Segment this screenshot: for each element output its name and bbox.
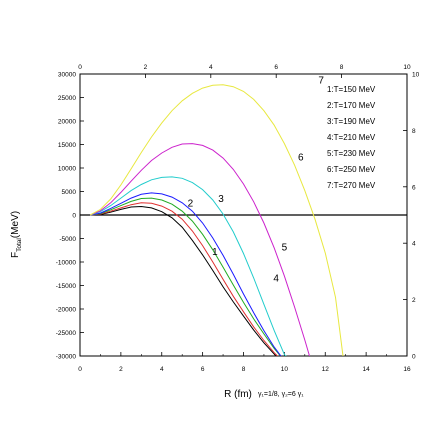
- x-tick-label: 0: [78, 366, 82, 373]
- series-curve-label-6: 6: [298, 152, 304, 163]
- y-axis-title: FTotal(MeV): [10, 211, 23, 258]
- series-curve-label-3: 3: [218, 194, 224, 205]
- top-x-tick-label: 2: [144, 64, 148, 71]
- right-y-tick-label: 2: [412, 297, 416, 304]
- y-tick-label: 15000: [58, 142, 76, 149]
- series-line-6: [90, 143, 311, 356]
- y-tick-label: 25000: [58, 95, 76, 102]
- legend-entry-5: 5:T=230 MeV: [327, 149, 376, 158]
- y-tick-label: -15000: [56, 283, 77, 290]
- y-axis-title-unit: (MeV): [10, 211, 21, 238]
- y-axis-title-sub: Total: [16, 238, 23, 252]
- x-axis-title: R (fm): [224, 389, 252, 400]
- x-tick-label: 10: [281, 366, 289, 373]
- x-tick-label: 6: [201, 366, 205, 373]
- series-line-1: [90, 205, 277, 356]
- params-note: γ₁=1/8, γ₂=6 γ₁: [258, 391, 304, 398]
- x-tick-label: 8: [242, 366, 246, 373]
- y-tick-label: 20000: [58, 119, 76, 126]
- legend-entry-3: 3:T=190 MeV: [327, 117, 376, 126]
- series-curve-label-5: 5: [282, 242, 288, 253]
- x-tick-label: 14: [363, 366, 371, 373]
- right-y-tick-label: 0: [412, 354, 416, 361]
- legend: 1:T=150 MeV 2:T=170 MeV 3:T=190 MeV 4:T=210…: [327, 85, 376, 190]
- series-curve-label-4: 4: [273, 274, 279, 285]
- x-axis-title-group: R (fm) γ₁=1/8, γ₂=6 γ₁: [224, 389, 304, 400]
- y-tick-label: 10000: [58, 166, 76, 173]
- legend-entry-4: 4:T=210 MeV: [327, 133, 376, 142]
- y-tick-label: -20000: [56, 307, 77, 314]
- y-tick-label: -25000: [56, 330, 77, 337]
- y-tick-label: -30000: [56, 354, 77, 361]
- x-tick-label: 2: [119, 366, 123, 373]
- y-tick-label: -5000: [59, 236, 76, 243]
- legend-entry-2: 2:T=170 MeV: [327, 101, 376, 110]
- x-tick-label: 16: [403, 366, 411, 373]
- top-x-tick-label: 10: [403, 64, 411, 71]
- y-axis-title-main: F: [10, 252, 21, 258]
- series-line-3: [90, 197, 282, 356]
- top-x-tick-label: 0: [78, 64, 82, 71]
- series-line-5: [90, 176, 287, 356]
- top-x-tick-label: 6: [274, 64, 278, 71]
- legend-entry-1: 1:T=150 MeV: [327, 85, 376, 94]
- right-y-tick-label: 8: [412, 128, 416, 135]
- series-line-7: [89, 84, 344, 356]
- series-curve-label-7: 7: [318, 75, 324, 86]
- y-axis-title-group: FTotal(MeV): [10, 211, 23, 258]
- y-tick-label: 0: [72, 213, 76, 220]
- top-x-tick-label: 8: [340, 64, 344, 71]
- series-curve-label-1: 1: [212, 247, 218, 258]
- right-y-tick-label: 4: [412, 241, 416, 248]
- y-tick-label: -10000: [56, 260, 77, 267]
- top-x-tick-label: 4: [209, 64, 213, 71]
- legend-entry-6: 6:T=250 MeV: [327, 165, 376, 174]
- legend-entry-7: 7:T=270 MeV: [327, 181, 376, 190]
- series-line-4: [90, 192, 282, 356]
- x-tick-label: 12: [322, 366, 330, 373]
- right-y-tick-label: 6: [412, 184, 416, 191]
- right-y-tick-label: 10: [412, 72, 420, 79]
- series-curve-label-2: 2: [188, 199, 194, 210]
- x-tick-label: 4: [160, 366, 164, 373]
- series-line-2: [90, 202, 279, 356]
- y-tick-label: 5000: [62, 189, 77, 196]
- y-tick-label: 30000: [58, 72, 76, 79]
